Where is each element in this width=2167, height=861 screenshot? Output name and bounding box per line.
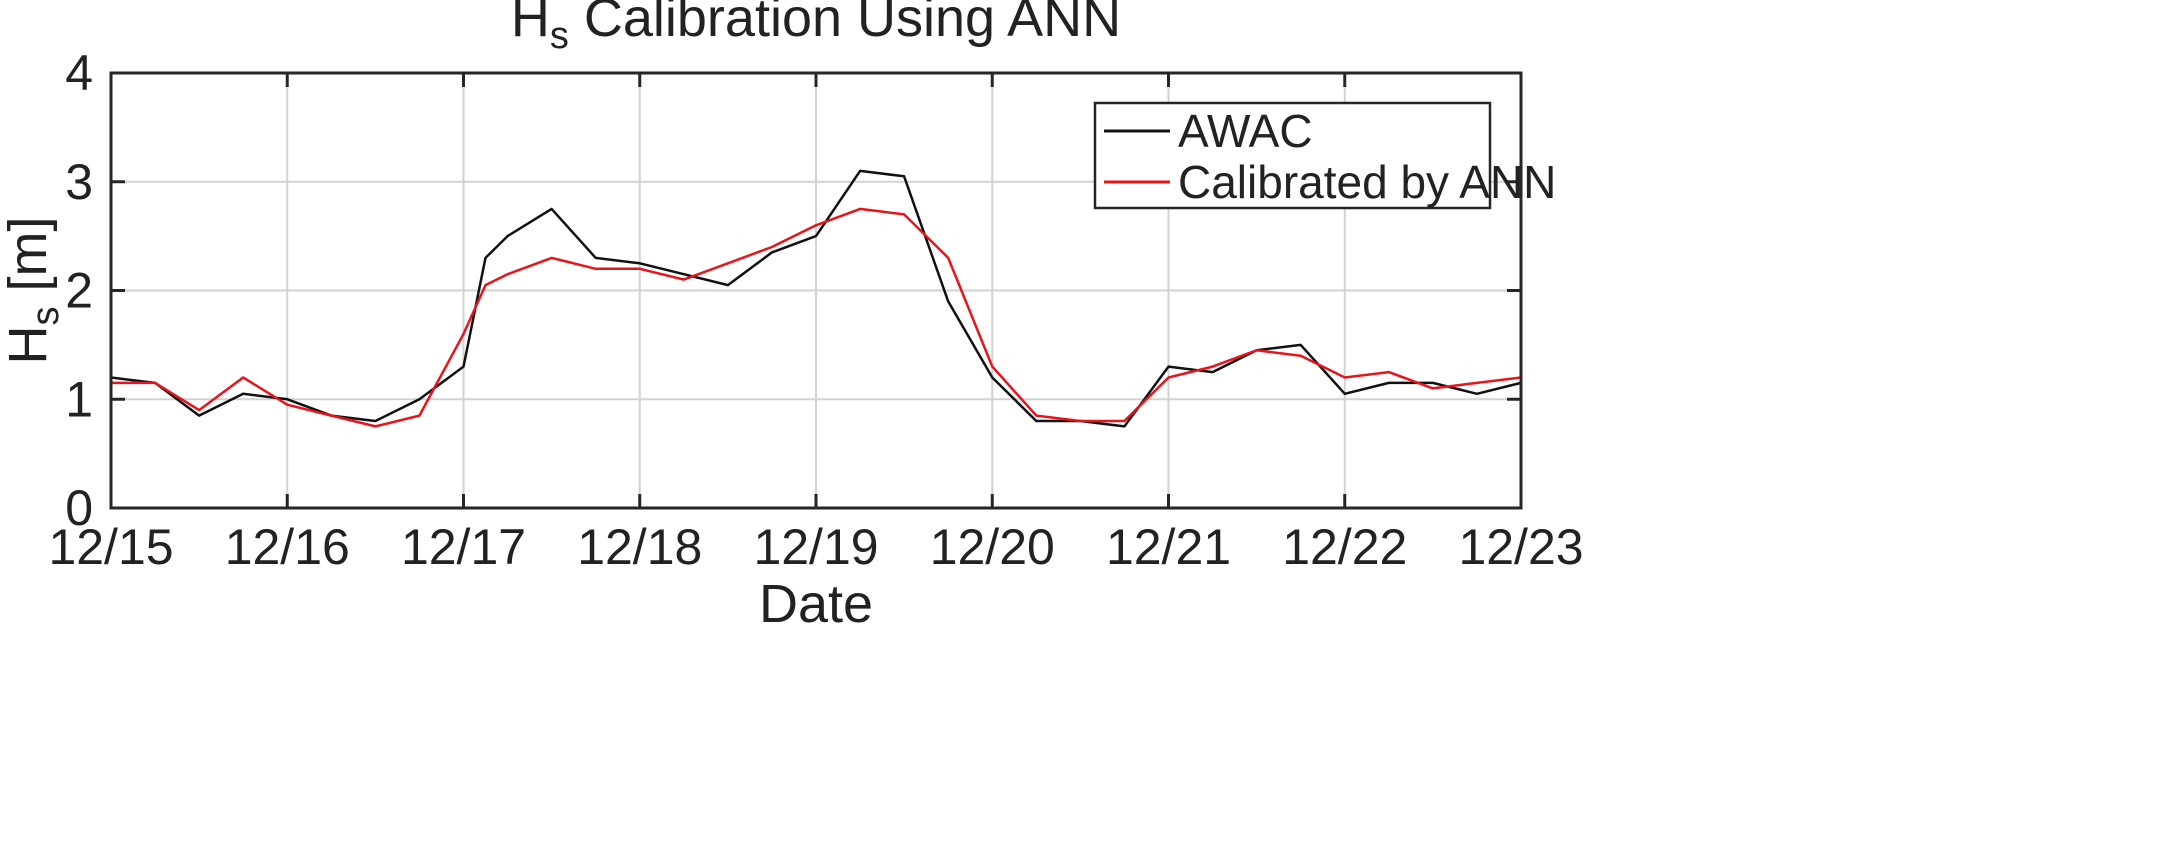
y-tick-label: 4 bbox=[65, 45, 93, 101]
x-tick-label: 12/17 bbox=[401, 519, 526, 575]
y-tick-label: 1 bbox=[65, 371, 93, 427]
legend-entry-awac: AWAC bbox=[1178, 105, 1313, 157]
title-subscript: s bbox=[550, 15, 569, 57]
x-tick-label: 12/15 bbox=[48, 519, 173, 575]
legend-box bbox=[1093, 101, 1492, 210]
x-tick-label: 12/23 bbox=[1458, 519, 1583, 575]
x-tick-label: 12/18 bbox=[577, 519, 702, 575]
legend: AWAC Calibrated by ANN bbox=[1093, 101, 1556, 210]
series-layer bbox=[110, 169, 1522, 428]
x-tick-label: 12/16 bbox=[225, 519, 350, 575]
series-line-calibrated bbox=[111, 207, 1522, 428]
y-tick-label: 2 bbox=[65, 263, 93, 319]
series-line-awac bbox=[110, 169, 1522, 428]
x-tick-label: 12/21 bbox=[1106, 519, 1231, 575]
y-axis-label: Hs [m] bbox=[0, 217, 67, 365]
y-label-subscript: s bbox=[25, 307, 67, 326]
chart-title: Hs Calibration Using ANN bbox=[511, 0, 1121, 57]
x-tick-label: 12/19 bbox=[753, 519, 878, 575]
legend-entry-calibrated: Calibrated by ANN bbox=[1178, 156, 1556, 208]
y-label-unit: [m] bbox=[0, 217, 58, 307]
x-tick-label: 12/20 bbox=[930, 519, 1055, 575]
y-label-main: H bbox=[0, 326, 58, 365]
title-main: H bbox=[511, 0, 550, 48]
x-axis-label: Date bbox=[759, 574, 873, 634]
x-tick-label: 12/22 bbox=[1282, 519, 1407, 575]
y-tick-label: 0 bbox=[65, 480, 93, 536]
title-rest: Calibration Using ANN bbox=[569, 0, 1121, 48]
y-tick-label: 3 bbox=[65, 154, 93, 210]
tick-layer: 12/15 12/16 12/17 12/18 12/19 12/20 12/21 12/22… bbox=[48, 45, 1583, 575]
